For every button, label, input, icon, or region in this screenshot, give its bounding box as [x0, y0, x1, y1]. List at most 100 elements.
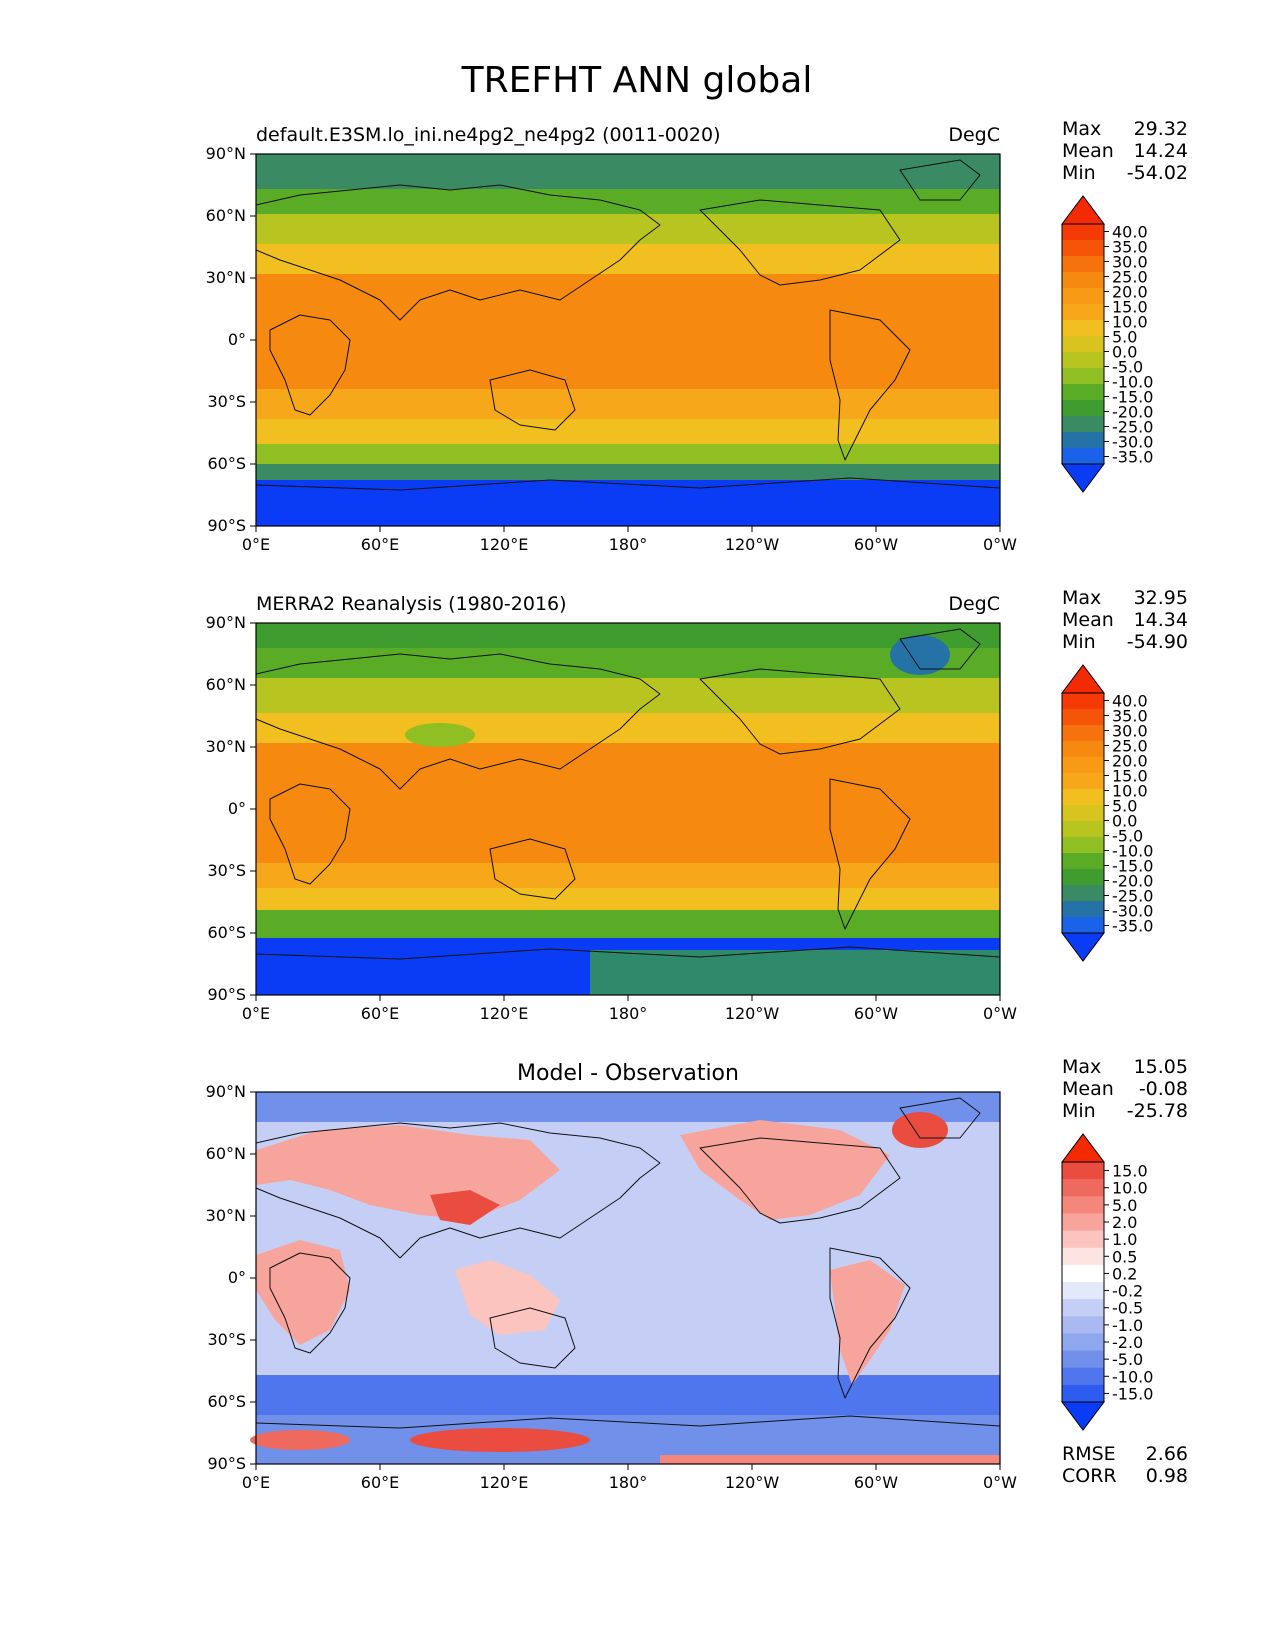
- colorbar-segment: [1062, 240, 1104, 257]
- band-subtrop-s: [256, 863, 1000, 888]
- panel-difference-map: [250, 1091, 1001, 1465]
- band-antarctica: [256, 480, 1000, 526]
- diff-east-antarctica-warm: [410, 1428, 590, 1452]
- colorbar-segment: [1062, 336, 1104, 353]
- colorbar-segment: [1062, 1179, 1104, 1197]
- panel-difference-stats: Max 15.05 Mean -0.08 Min -25.78: [1062, 1056, 1188, 1122]
- lat-tick-label: 30°S: [207, 861, 246, 880]
- colorbar-level-label: -1.0: [1112, 1316, 1143, 1335]
- colorbar-segment: [1062, 725, 1104, 742]
- colorbar-bottom-extend: [1061, 463, 1105, 493]
- lat-tick-label: 0°: [228, 1268, 246, 1287]
- colorbar-segment: [1062, 1299, 1104, 1317]
- diff-tibet-warm: [430, 1190, 500, 1225]
- diff-eurasia-warm: [256, 1125, 560, 1220]
- colorbar-level-label: 15.0: [1112, 298, 1148, 317]
- colorbar-top-extend: [1061, 1133, 1105, 1163]
- colorbar-segment: [1062, 448, 1104, 465]
- panel-test-map: [255, 153, 1001, 527]
- lon-tick-label: 180°: [609, 535, 648, 554]
- diff-south-edge-warm: [660, 1455, 1000, 1464]
- band-subtrop-n: [256, 713, 1000, 743]
- lon-tick-label: 0°W: [983, 535, 1017, 554]
- coastlines: [255, 159, 1001, 491]
- colorbar-level-label: 5.0: [1112, 328, 1137, 347]
- colorbar-level-label: 25.0: [1112, 268, 1148, 287]
- colorbar-segment: [1062, 256, 1104, 273]
- colorbar-level-label: -25.0: [1112, 418, 1153, 437]
- stat-min-value: -25.78: [1127, 1100, 1188, 1122]
- lon-tick-label: 180°: [609, 1473, 648, 1492]
- panel-test-units: DegC: [948, 124, 1000, 146]
- panel-difference-title: Model - Observation: [517, 1061, 739, 1086]
- lon-tick-label: 120°E: [480, 535, 529, 554]
- colorbar-level-label: -25.0: [1112, 887, 1153, 906]
- diff-greenland-warm: [892, 1112, 948, 1148]
- colorbar-level-label: 0.0: [1112, 812, 1137, 831]
- diff-africa-warm: [256, 1240, 350, 1345]
- lat-tick-label: 60°N: [206, 206, 246, 225]
- stat-mean-value: 14.24: [1134, 140, 1188, 162]
- colorbar-segment: [1062, 1350, 1104, 1369]
- band-west-antarctica: [590, 950, 1000, 995]
- colorbar-level-label: -20.0: [1112, 403, 1153, 422]
- lon-tick-label: 120°E: [480, 1473, 529, 1492]
- band-southern-ocean: [256, 910, 1000, 938]
- diff-australia-warm: [455, 1260, 560, 1335]
- lat-tick-label: 30°S: [207, 392, 246, 411]
- colorbar-level-label: 30.0: [1112, 253, 1148, 272]
- colorbar-level-label: -15.0: [1112, 388, 1153, 407]
- colorbar-frame: [1061, 1161, 1105, 1403]
- colorbar-segment: [1062, 352, 1104, 369]
- metric-rmse-label: RMSE: [1062, 1443, 1116, 1465]
- band-subtrop-s: [256, 389, 1000, 419]
- coastlines: [255, 1097, 1001, 1429]
- lon-tick-label: 0°E: [242, 535, 270, 554]
- colorbar-segment: [1062, 1162, 1104, 1180]
- panel-reference-map: [255, 622, 1001, 996]
- lon-tick-label: 0°W: [983, 1004, 1017, 1023]
- stat-mean-label: Mean: [1062, 140, 1114, 162]
- colorbar-level-label: 20.0: [1112, 283, 1148, 302]
- colorbar-level-label: 15.0: [1112, 767, 1148, 786]
- stat-max-value: 32.95: [1134, 587, 1188, 609]
- colorbar-level-label: -35.0: [1112, 448, 1153, 467]
- lon-tick-label: 120°E: [480, 1004, 529, 1023]
- colorbar-bottom-extend: [1061, 932, 1105, 962]
- colorbar-level-label: -10.0: [1112, 373, 1153, 392]
- colorbar-segment: [1062, 320, 1104, 337]
- colorbar-level-label: 10.0: [1112, 313, 1148, 332]
- colorbar-level-label: 35.0: [1112, 707, 1148, 726]
- diff-dronning-maud-warm: [250, 1430, 350, 1450]
- panel-reference-colorbar: 40.035.030.025.020.015.010.05.00.0-5.0-1…: [1061, 664, 1153, 962]
- colorbar-segment: [1062, 869, 1104, 886]
- colorbar-segment: [1062, 272, 1104, 289]
- band-southern-ocean: [256, 444, 1000, 464]
- panel-difference-metrics: RMSE 2.66 CORR 0.98: [1062, 1443, 1188, 1487]
- lat-tick-label: 30°N: [206, 737, 246, 756]
- stat-min-value: -54.02: [1127, 162, 1188, 184]
- colorbar-segment: [1062, 416, 1104, 433]
- stat-max-label: Max: [1062, 1056, 1101, 1078]
- colorbar-level-label: 2.0: [1112, 1213, 1137, 1232]
- colorbar-level-label: -2.0: [1112, 1333, 1143, 1352]
- panel-test: default.E3SM.lo_ini.ne4pg2_ne4pg2 (0011-…: [206, 118, 1188, 554]
- diff-southern-ocean: [256, 1375, 1000, 1415]
- band-midlat-n: [256, 678, 1000, 713]
- colorbar-segment: [1062, 885, 1104, 902]
- band-subarctic: [256, 648, 1000, 678]
- colorbar-segment: [1062, 1213, 1104, 1232]
- panel-test-colorbar: 40.035.030.025.020.015.010.05.00.0-5.0-1…: [1061, 195, 1153, 493]
- colorbar-level-label: -30.0: [1112, 433, 1153, 452]
- figure-title: TREFHT ANN global: [461, 60, 813, 101]
- lat-tick-label: 90°N: [206, 613, 246, 632]
- panel-test-left-title: default.E3SM.lo_ini.ne4pg2_ne4pg2 (0011-…: [256, 124, 721, 146]
- metric-corr-value: 0.98: [1146, 1465, 1188, 1487]
- lat-tick-label: 90°S: [207, 1454, 246, 1473]
- colorbar-level-label: 0.0: [1112, 343, 1137, 362]
- lon-tick-label: 60°W: [854, 1473, 898, 1492]
- stat-max-label: Max: [1062, 118, 1101, 140]
- colorbar-level-label: -15.0: [1112, 1384, 1153, 1403]
- colorbar-level-label: -5.0: [1112, 358, 1143, 377]
- tibet-cool-spot: [405, 723, 475, 747]
